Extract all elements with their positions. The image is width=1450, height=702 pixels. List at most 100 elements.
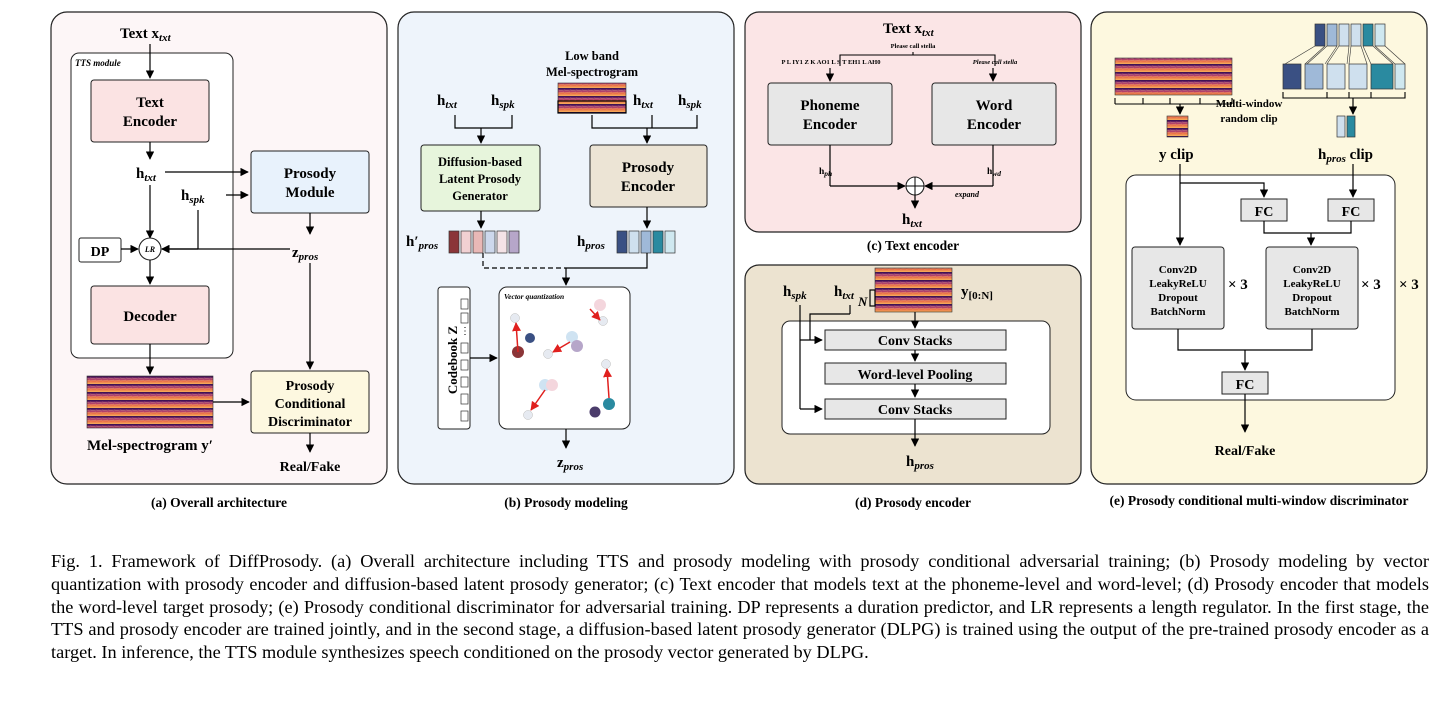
- text-encoder-box: [90, 79, 210, 143]
- figure-caption: Fig. 1. Framework of DiffProsody. (a) Ov…: [51, 551, 1429, 663]
- c-input-text-label: Text xtxt: [883, 21, 935, 39]
- mel-spectrogram-label: Mel-spectrogram y′: [87, 438, 213, 454]
- vq-point: [546, 379, 558, 391]
- text-encoder-label-1: Text: [136, 95, 164, 111]
- vq-label: Vector quantization: [504, 292, 564, 301]
- conv-block-1-line-1: Conv2D: [1159, 264, 1198, 276]
- a-input-text-label: Text xtxt: [120, 26, 172, 44]
- a-h-txt-label: htxt: [136, 166, 157, 184]
- d-h-txt-label: htxt: [834, 284, 855, 302]
- e-mel-image: [1114, 57, 1233, 96]
- times3-label-1: × 3: [1228, 277, 1248, 293]
- mel-spectrogram-image: [86, 375, 214, 429]
- a-output-label: Real/Fake: [280, 460, 341, 475]
- d-mel-image: [874, 267, 953, 313]
- multi-window-label-2: random clip: [1220, 113, 1277, 125]
- panel-c: Text xtxt Please call stella P L IY1 Z K…: [744, 11, 1082, 253]
- phoneme-encoder-label-1: Phoneme: [800, 98, 860, 114]
- times3-label-2: × 3: [1361, 277, 1381, 293]
- decoder-label: Decoder: [123, 309, 177, 325]
- vq-codeword: [510, 313, 520, 323]
- vq-point: [566, 331, 578, 343]
- vector-cell: [616, 230, 628, 254]
- panel-d: hspk htxt N y[0:N] Conv Stacks Word-leve…: [744, 264, 1082, 510]
- hpros-expanded-vector: [1282, 45, 1406, 90]
- y-clip-label: y clip: [1159, 147, 1194, 163]
- vector-cell: [496, 230, 508, 254]
- h-ph-label: hph: [819, 167, 832, 178]
- b-h-spk-label: hspk: [491, 93, 515, 111]
- panel-c-background: [744, 11, 1082, 233]
- conv-block-1-line-4: BatchNorm: [1151, 306, 1206, 318]
- dp-label: DP: [91, 245, 110, 260]
- n-label: N: [857, 294, 868, 309]
- conv-stacks-2-label: Conv Stacks: [878, 403, 953, 418]
- vq-codeword: [601, 359, 611, 369]
- vector-quantization-box: [498, 286, 631, 430]
- vq-codeword: [598, 316, 608, 326]
- phoneme-encoder-label-2: Encoder: [803, 117, 858, 133]
- codebook-entries: ⋮: [460, 298, 470, 422]
- discriminator-label-2: Conditional: [275, 397, 346, 412]
- vq-point: [525, 333, 535, 343]
- conv-block-1-line-3: Dropout: [1158, 292, 1198, 304]
- conv-block-2-line-4: BatchNorm: [1285, 306, 1340, 318]
- panel-b-caption: (b) Prosody modeling: [504, 495, 628, 510]
- phoneme-sequence: P L IY1 Z K AO1 L S T EH1 L AH0: [782, 59, 881, 66]
- svg-text:⋮: ⋮: [460, 326, 470, 337]
- h-pros-vectors: [616, 230, 676, 254]
- hpros-clip-cell: [1336, 115, 1346, 138]
- fc-label-3: FC: [1236, 378, 1255, 393]
- low-band-label-2: Mel-spectrogram: [546, 65, 639, 79]
- panel-e: y clip Multi-window random clip hpros cl…: [1090, 11, 1428, 508]
- vq-point: [603, 398, 615, 410]
- text-encoder-label-2: Encoder: [123, 114, 178, 130]
- lr-label: LR: [144, 245, 156, 254]
- vq-point: [589, 406, 601, 418]
- vector-cell: [508, 230, 520, 254]
- hpros-clip-label: hpros clip: [1318, 147, 1373, 165]
- fc-label-2: FC: [1342, 205, 1361, 220]
- times3-label-outer: × 3: [1399, 277, 1419, 293]
- dlpg-label-3: Generator: [452, 189, 508, 203]
- h-pros-prime-vectors: [448, 230, 520, 254]
- b-prosody-encoder-label-2: Encoder: [621, 179, 676, 195]
- word-sequence: Please call stella: [973, 59, 1018, 66]
- c-h-txt-label: htxt: [902, 212, 923, 230]
- hpros-top-vector: [1314, 23, 1386, 47]
- low-band-label-1: Low band: [565, 49, 619, 63]
- vq-point: [594, 299, 606, 311]
- b-prosody-encoder-label-1: Prosody: [622, 160, 675, 176]
- discriminator-label-1: Prosody: [286, 379, 335, 394]
- h-pros-prime-label: h′pros: [406, 234, 438, 252]
- vector-cell: [472, 230, 484, 254]
- prosody-module-label-1: Prosody: [284, 166, 337, 182]
- fc-label-1: FC: [1255, 205, 1274, 220]
- word-level-pooling-label: Word-level Pooling: [858, 368, 973, 383]
- prosody-module-label-2: Module: [285, 185, 335, 201]
- vq-point: [571, 340, 583, 352]
- b-h-spk-label-2: hspk: [678, 93, 702, 111]
- vector-cell: [628, 230, 640, 254]
- panel-a: Text xtxt TTS module Text Encoder htxt h…: [50, 11, 388, 510]
- vector-cell: [640, 230, 652, 254]
- phoneme-encoder-box: [767, 82, 893, 146]
- c-sample-text: Please call stella: [891, 43, 937, 50]
- hpros-clip-cell: [1346, 115, 1356, 138]
- panel-e-caption: (e) Prosody conditional multi-window dis…: [1109, 493, 1408, 508]
- vector-cell: [652, 230, 664, 254]
- conv-block-2-line-3: Dropout: [1292, 292, 1332, 304]
- b-z-pros-label: zpros: [557, 455, 583, 473]
- framework-figure: Text xtxt TTS module Text Encoder htxt h…: [50, 11, 1428, 510]
- expand-label: expand: [955, 190, 980, 199]
- conv-block-1-line-2: LeakyReLU: [1149, 278, 1207, 290]
- prosody-module-box: [250, 150, 370, 214]
- panel-a-caption: (a) Overall architecture: [151, 495, 287, 510]
- vector-cell: [460, 230, 472, 254]
- vq-codeword: [543, 349, 553, 359]
- a-h-spk-label: hspk: [181, 188, 205, 206]
- panel-b: Low band Mel-spectrogram htxt hspk htxt …: [397, 11, 735, 510]
- panel-d-caption: (d) Prosody encoder: [855, 495, 971, 510]
- d-h-pros-label: hpros: [906, 454, 934, 472]
- b-h-pros-label: hpros: [577, 234, 605, 252]
